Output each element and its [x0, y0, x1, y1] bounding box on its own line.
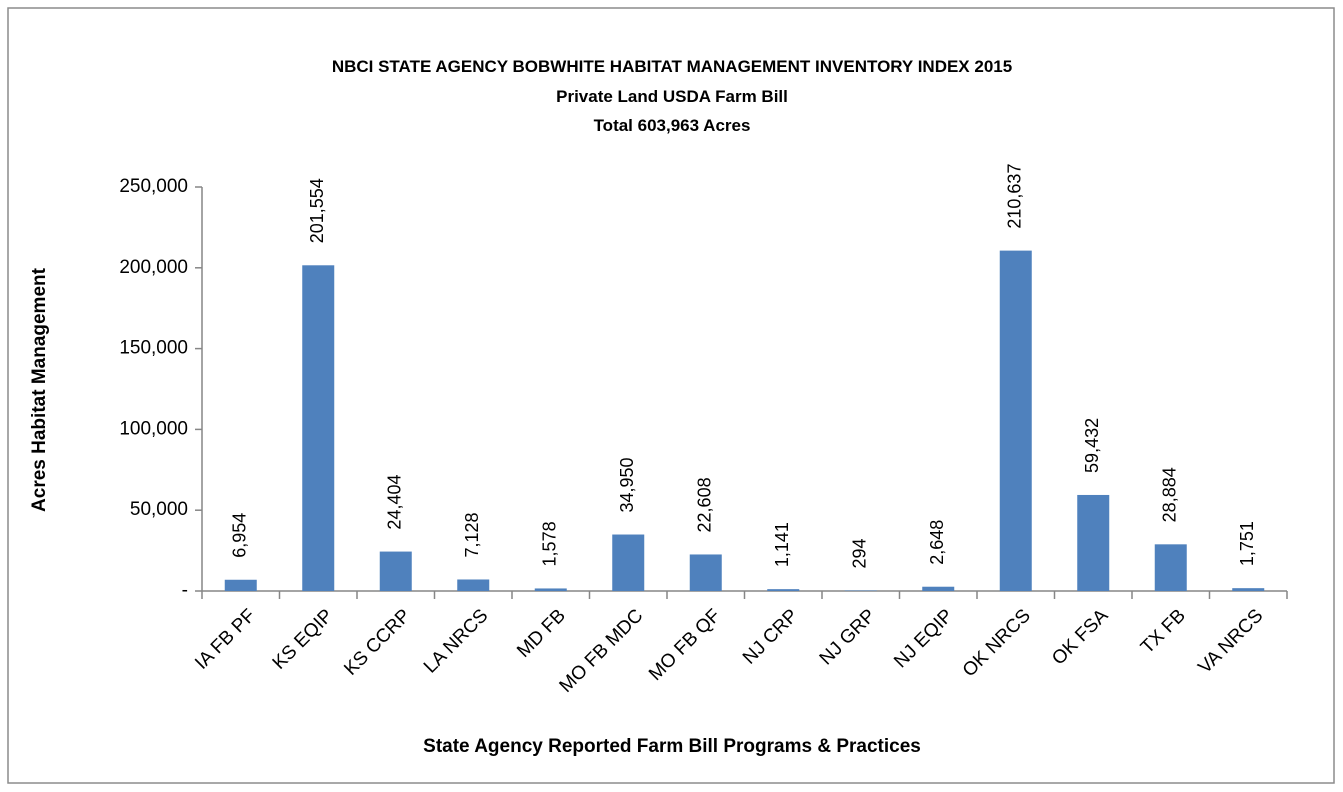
bar — [1232, 588, 1265, 591]
bar — [224, 579, 257, 591]
value-label: 2,648 — [927, 520, 947, 565]
value-label: 1,578 — [540, 521, 560, 566]
value-label: 24,404 — [385, 475, 405, 530]
bar — [1077, 494, 1110, 591]
bar — [612, 534, 645, 591]
chart-subtitle: Private Land USDA Farm Bill — [556, 87, 788, 106]
bar — [767, 589, 800, 591]
chart-total: Total 603,963 Acres — [594, 116, 751, 135]
y-tick-label: - — [182, 580, 188, 601]
value-label: 1,141 — [772, 522, 792, 567]
bar — [689, 554, 722, 591]
value-label: 294 — [850, 538, 870, 568]
bar — [534, 588, 567, 591]
y-tick-label: 150,000 — [119, 338, 188, 359]
value-label: 210,637 — [1005, 164, 1025, 229]
value-label: 7,128 — [462, 512, 482, 557]
bar — [379, 551, 412, 591]
y-tick-label: 50,000 — [130, 499, 188, 520]
chart-title: NBCI STATE AGENCY BOBWHITE HABITAT MANAG… — [332, 57, 1012, 76]
value-label: 1,751 — [1237, 521, 1257, 566]
value-label: 28,884 — [1160, 467, 1180, 522]
x-axis-title: State Agency Reported Farm Bill Programs… — [423, 736, 921, 757]
bar — [302, 265, 335, 591]
value-label: 34,950 — [617, 457, 637, 512]
y-tick-label: 200,000 — [119, 257, 188, 278]
chart-border — [7, 7, 1335, 784]
y-tick-label: 100,000 — [119, 418, 188, 439]
bar — [922, 586, 955, 591]
y-axis-title: Acres Habitat Management — [29, 267, 50, 512]
value-label: 59,432 — [1082, 418, 1102, 473]
value-label: 201,554 — [307, 178, 327, 243]
bar — [999, 250, 1032, 592]
value-label: 22,608 — [695, 477, 715, 532]
bar — [1154, 544, 1187, 591]
y-tick-label: 250,000 — [119, 176, 188, 197]
bar — [457, 579, 490, 591]
value-label: 6,954 — [230, 513, 250, 558]
